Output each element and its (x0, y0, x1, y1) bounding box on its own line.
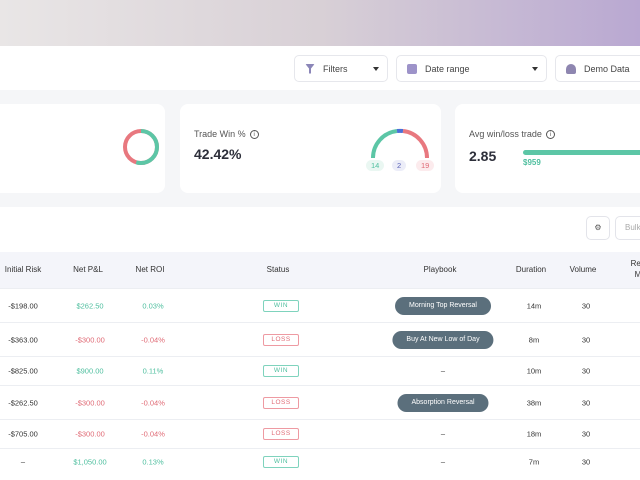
date-range-dropdown[interactable]: Date range (396, 55, 547, 82)
net-roi: 0.11% (142, 366, 164, 376)
gauge-chart (370, 128, 430, 159)
chevron-down-icon (373, 67, 379, 71)
chevron-down-icon (532, 67, 538, 71)
settings-button[interactable]: ⚙ (586, 216, 610, 240)
volume: 30 (581, 429, 591, 439)
playbook-tag[interactable]: Buy At New Low of Day (392, 331, 494, 349)
playbook-empty: – (440, 366, 446, 376)
initial-risk: -$198.00 (8, 301, 38, 311)
table-row[interactable]: -$363.00 -$300.00 -0.04% LOSS Buy At New… (0, 322, 640, 356)
col-volume[interactable]: Volume (569, 265, 597, 274)
breakeven-count: 2 (392, 160, 407, 171)
card-trade-win: Trade Win % i 42.42% 14 2 19 (180, 104, 441, 193)
status-badge: WIN (263, 456, 299, 468)
info-icon[interactable]: i (545, 130, 555, 140)
header-banner (0, 0, 640, 46)
volume: 30 (581, 366, 591, 376)
wins-count: 14 (366, 160, 385, 171)
net-roi: -0.04% (141, 429, 165, 439)
initial-risk: -$705.00 (8, 429, 38, 439)
duration: 38m (526, 398, 542, 408)
net-roi: 0.13% (142, 457, 164, 467)
filter-bar: Filters Date range Demo Data (0, 46, 640, 90)
volume: 30 (581, 457, 591, 467)
calendar-icon (407, 63, 417, 74)
account-dropdown[interactable]: Demo Data (555, 55, 640, 82)
playbook-tag[interactable]: Morning Top Reversal (395, 297, 491, 315)
col-status[interactable]: Status (266, 265, 290, 274)
win-bar (523, 150, 640, 155)
status-badge: LOSS (263, 397, 299, 409)
initial-risk: -$262.50 (8, 398, 38, 408)
duration: 8m (528, 335, 540, 345)
net-roi: 0.03% (142, 301, 164, 311)
net-roi: -0.04% (141, 398, 165, 408)
stats-cards: Trade Win % i 42.42% 14 2 19 Avg win/loss… (0, 90, 640, 207)
volume: 30 (581, 398, 591, 408)
avg-win-loss-value: 2.85 (469, 148, 497, 164)
volume: 30 (581, 301, 591, 311)
playbook-empty: – (440, 457, 446, 467)
table-row[interactable]: -$262.50 -$300.00 -0.04% LOSS Absorption… (0, 385, 640, 419)
table-row[interactable]: – $1,050.00 0.13% WIN – 7m 30 (0, 448, 640, 480)
initial-risk: -$825.00 (8, 366, 38, 376)
status-badge: LOSS (263, 334, 299, 346)
table-row[interactable]: -$825.00 $900.00 0.11% WIN – 10m 30 (0, 356, 640, 385)
trade-win-value: 42.42% (194, 146, 242, 162)
initial-risk: -$363.00 (8, 335, 38, 345)
playbook-tag[interactable]: Absorption Reversal (397, 394, 489, 412)
date-range-label: Date range (425, 63, 470, 74)
col-realized[interactable]: Rea M (630, 259, 640, 279)
status-badge: WIN (263, 300, 299, 312)
filters-dropdown[interactable]: Filters (294, 55, 388, 82)
net-roi: -0.04% (141, 335, 165, 345)
table-header: Initial Risk Net P&L Net ROI Status Play… (0, 252, 640, 288)
status-badge: WIN (263, 365, 299, 377)
table-row[interactable]: -$198.00 $262.50 0.03% WIN Morning Top R… (0, 288, 640, 322)
col-duration[interactable]: Duration (515, 265, 547, 274)
initial-risk: – (20, 457, 26, 467)
volume: 30 (581, 335, 591, 345)
duration: 7m (528, 457, 540, 467)
trade-win-label: Trade Win % i (194, 129, 259, 140)
account-icon (566, 63, 576, 74)
status-badge: LOSS (263, 428, 299, 440)
col-net-pnl[interactable]: Net P&L (73, 265, 103, 274)
table-row[interactable]: -$705.00 -$300.00 -0.04% LOSS – 18m 30 (0, 419, 640, 448)
net-pnl: $1,050.00 (73, 457, 107, 467)
net-pnl: -$300.00 (75, 429, 105, 439)
col-playbook[interactable]: Playbook (423, 265, 457, 274)
col-initial-risk[interactable]: Initial Risk (4, 265, 42, 274)
card-net-pnl (0, 104, 165, 193)
avg-win-amount: $959 (523, 158, 541, 167)
bulk-actions-button[interactable]: Bulk (615, 216, 640, 240)
duration: 18m (526, 429, 542, 439)
net-pnl: $900.00 (76, 366, 104, 376)
net-pnl: $262.50 (76, 301, 104, 311)
duration: 10m (526, 366, 542, 376)
net-pnl: -$300.00 (75, 398, 105, 408)
info-icon[interactable]: i (249, 130, 259, 140)
duration: 14m (526, 301, 542, 311)
playbook-empty: – (440, 429, 446, 439)
account-label: Demo Data (584, 63, 630, 74)
losses-count: 19 (416, 160, 435, 171)
card-avg-win-loss: Avg win/loss trade i 2.85 $959 (455, 104, 640, 193)
col-net-roi[interactable]: Net ROI (135, 265, 165, 274)
donut-chart (123, 129, 159, 165)
filters-label: Filters (323, 63, 348, 74)
gear-icon: ⚙ (594, 223, 602, 232)
filter-icon (305, 63, 315, 74)
avg-win-loss-label: Avg win/loss trade i (469, 129, 555, 140)
net-pnl: -$300.00 (75, 335, 105, 345)
